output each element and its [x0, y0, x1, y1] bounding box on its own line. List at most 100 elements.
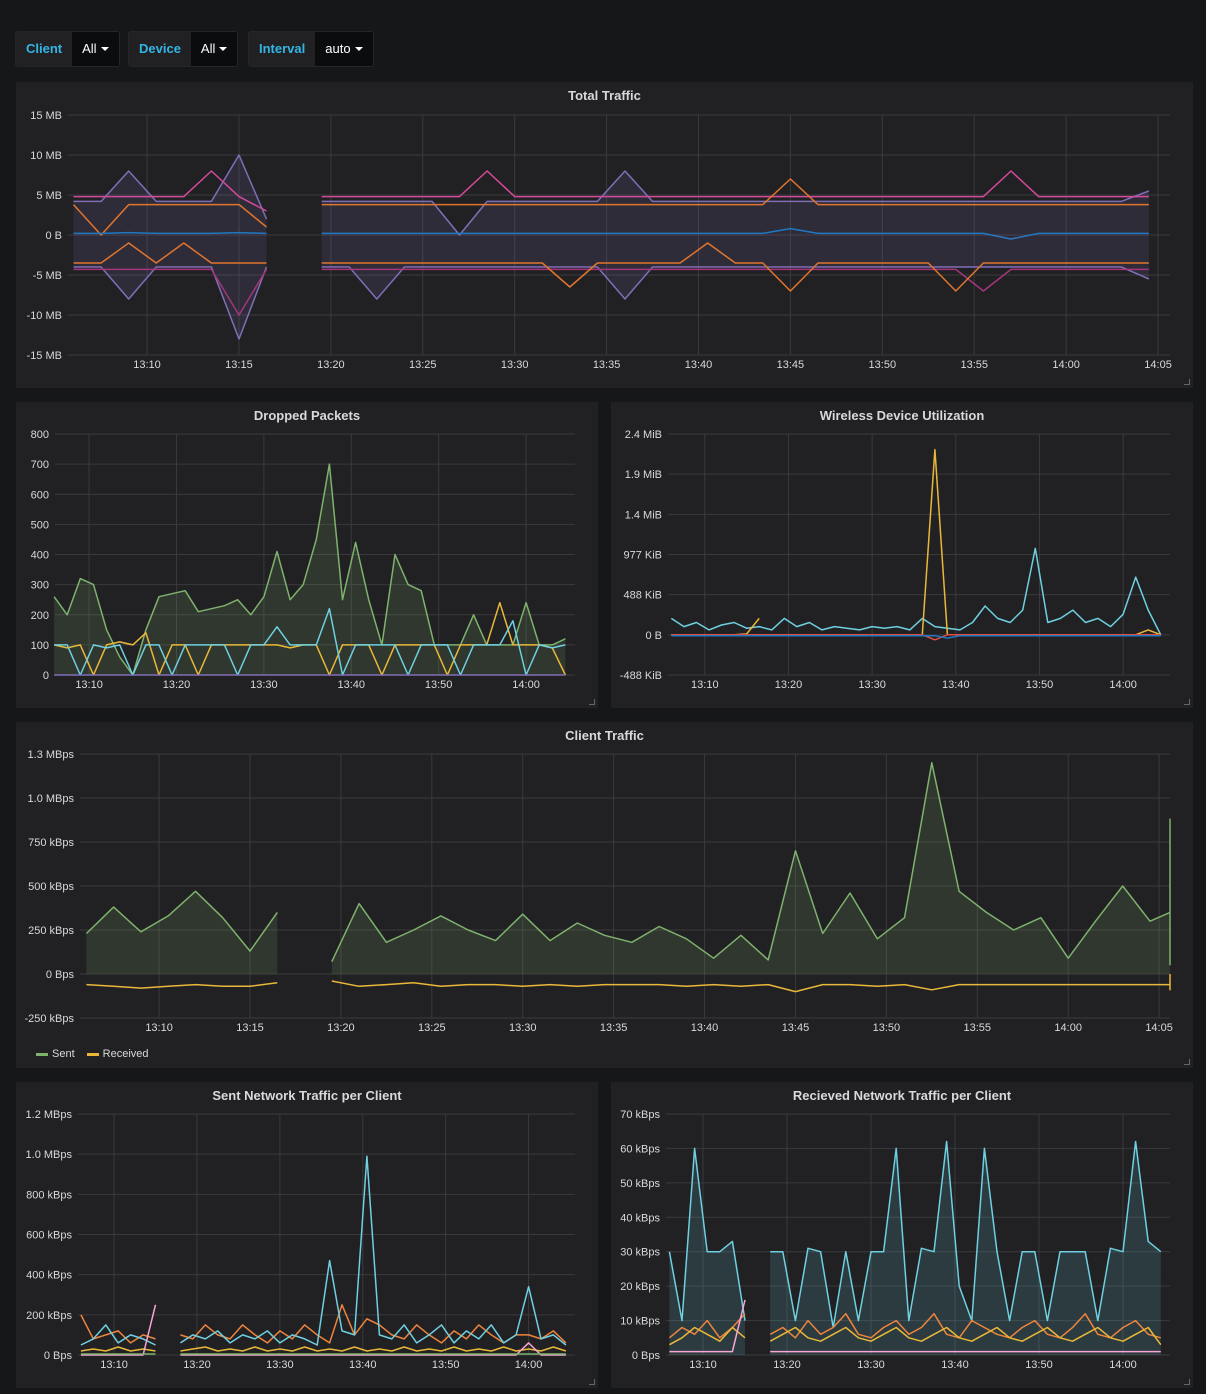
series-line: [321, 170, 1150, 236]
series-area: [86, 891, 278, 974]
resize-handle[interactable]: [1184, 1059, 1190, 1065]
device-dropdown[interactable]: All: [190, 32, 238, 66]
interval-variable-label: Interval: [249, 32, 316, 66]
y-tick-label: 488 KiB: [623, 590, 662, 602]
caret-down-icon: [100, 47, 109, 51]
x-tick-label: 13:30: [858, 679, 886, 691]
panel-title[interactable]: Total Traffic: [568, 88, 641, 103]
series-cyan: [54, 607, 566, 676]
y-tick-label: -488 KiB: [620, 670, 662, 682]
resize-handle[interactable]: [589, 1379, 595, 1385]
series-line: [668, 1147, 746, 1322]
chart-svg: 2.4 MiB 1.9 MiB 1.4 MiB 977 KiB 488 KiB 0 B -4…: [620, 429, 1170, 691]
y-tick-label: 70 kBps: [620, 1109, 660, 1121]
series-area: [54, 464, 566, 675]
series-line: [80, 1304, 157, 1356]
legend-item-received[interactable]: Received: [86, 1048, 149, 1060]
dropped-packets-panel: 800 700 600 500 400 300 200 100 0 13:10 13:20 13:30…: [16, 402, 598, 708]
y-tick-label: 200: [31, 610, 49, 622]
series-area: [331, 762, 1170, 974]
y-tick-label: 10 kBps: [620, 1316, 660, 1328]
y-tick-label: 0: [43, 670, 49, 682]
x-tick-label: 14:00: [512, 679, 540, 691]
total-traffic-panel: 15 MB 10 MB 5 MB 0 B -5 MB -10 MB -15 MB 13:10 1…: [16, 82, 1193, 388]
panel-title[interactable]: Dropped Packets: [253, 408, 361, 423]
x-tick-label: 13:25: [418, 1022, 446, 1034]
y-tick-label: 1.3 MBps: [28, 749, 75, 761]
x-tick-label: 13:15: [225, 359, 253, 371]
panel-title[interactable]: Client Traffic: [565, 728, 644, 743]
series-line: [769, 1312, 1162, 1339]
y-tick-label: -250 kBps: [24, 1013, 74, 1025]
y-tick-label: 500 kBps: [28, 881, 74, 893]
panel-title[interactable]: Sent Network Traffic per Client: [212, 1088, 402, 1103]
client-value: All: [82, 41, 97, 56]
y-tick-label: 1.0 MBps: [26, 1149, 73, 1161]
sent-per-client-panel: 1.2 MBps 1.0 MBps 800 kBps 600 kBps 400 kBps…: [16, 1082, 598, 1388]
client-dropdown[interactable]: All: [72, 32, 119, 66]
series-green: [53, 463, 566, 676]
series-cyan: [80, 1155, 567, 1346]
x-tick-label: 13:20: [773, 1359, 801, 1371]
x-tick-label: 14:00: [1109, 1359, 1137, 1371]
x-tick-label: 13:30: [501, 359, 529, 371]
x-tick-label: 13:40: [349, 1359, 377, 1371]
series-Sent: [85, 762, 1171, 974]
chart-svg: 800 700 600 500 400 300 200 100 0 13:10 13:20 13:30…: [31, 429, 575, 691]
series-line: [85, 890, 278, 952]
y-tick-label: 2.4 MiB: [625, 429, 662, 441]
resize-handle[interactable]: [1184, 699, 1190, 705]
y-tick-label: 750 kBps: [28, 837, 74, 849]
caret-down-icon: [354, 47, 363, 51]
y-tick-label: 10 MB: [30, 150, 62, 162]
device-variable: Device All: [128, 31, 239, 67]
legend-swatch: [36, 1052, 48, 1056]
x-tick-label: 13:50: [873, 1022, 901, 1034]
series-pink: [80, 1304, 566, 1356]
chart-svg: 1.3 MBps 1.0 MBps 750 kBps 500 kBps 250 kBps…: [24, 749, 1172, 1034]
y-tick-label: 0 B: [645, 630, 662, 642]
x-tick-label: 13:10: [145, 1022, 173, 1034]
chart-svg: 70 kBps 60 kBps 50 kBps 40 kBps 30 kBps 20 kB…: [620, 1109, 1170, 1371]
y-tick-label: 1.2 MBps: [26, 1109, 73, 1121]
y-tick-label: 0 Bps: [44, 1350, 73, 1362]
x-tick-label: 13:15: [236, 1022, 264, 1034]
series-line: [321, 178, 1149, 206]
x-tick-label: 13:50: [869, 359, 897, 371]
y-tick-label: -5 MB: [33, 270, 62, 282]
series-line: [331, 974, 1171, 993]
x-tick-label: 13:20: [327, 1022, 355, 1034]
series-blue: [671, 634, 1161, 639]
series-blue: [73, 227, 1149, 240]
chart-svg: 1.2 MBps 1.0 MBps 800 kBps 600 kBps 400 kBps…: [26, 1109, 575, 1371]
y-tick-label: 0 B: [45, 230, 62, 242]
client-variable-label: Client: [16, 32, 73, 66]
y-tick-label: 700: [31, 459, 49, 471]
series-line: [73, 170, 267, 212]
x-tick-label: 13:20: [775, 679, 803, 691]
series-line: [73, 231, 267, 235]
chart-svg: 15 MB 10 MB 5 MB 0 B -5 MB -10 MB -15 MB 13:10 1…: [27, 110, 1172, 371]
legend: Sent Received: [36, 1048, 149, 1060]
x-tick-label: 13:20: [317, 359, 345, 371]
panel-title[interactable]: Recieved Network Traffic per Client: [792, 1088, 1012, 1103]
x-tick-label: 14:00: [515, 1359, 543, 1371]
y-tick-label: -10 MB: [27, 310, 62, 322]
interval-variable: Interval auto: [248, 31, 374, 67]
panel-title[interactable]: Wireless Device Utilization: [819, 408, 985, 423]
x-tick-label: 14:00: [1052, 359, 1080, 371]
resize-handle[interactable]: [1184, 1379, 1190, 1385]
series-line: [321, 268, 1149, 292]
series-yellow: [80, 1346, 567, 1352]
series-line: [769, 1326, 1162, 1346]
legend-item-sent[interactable]: Sent: [36, 1048, 75, 1060]
resize-handle[interactable]: [589, 699, 595, 705]
resize-handle[interactable]: [1184, 379, 1190, 385]
x-tick-label: 13:50: [432, 1359, 460, 1371]
x-tick-label: 13:50: [1025, 1359, 1053, 1371]
series-line: [331, 762, 1171, 966]
interval-dropdown[interactable]: auto: [315, 32, 373, 66]
series-line: [180, 1304, 567, 1344]
caret-down-icon: [219, 47, 228, 51]
x-tick-label: 13:20: [163, 679, 191, 691]
